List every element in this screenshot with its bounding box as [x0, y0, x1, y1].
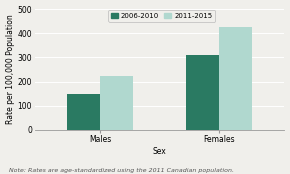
Bar	[67, 94, 100, 130]
Text: Note: Rates are age-standardized using the 2011 Canadian population.: Note: Rates are age-standardized using t…	[9, 168, 234, 173]
X-axis label: Sex: Sex	[153, 147, 166, 156]
Bar	[100, 76, 133, 130]
Legend: 2006-2010, 2011-2015: 2006-2010, 2011-2015	[108, 10, 215, 22]
Bar	[186, 55, 219, 130]
Y-axis label: Rate per 100,000 Population: Rate per 100,000 Population	[6, 15, 14, 124]
Bar	[219, 27, 252, 130]
